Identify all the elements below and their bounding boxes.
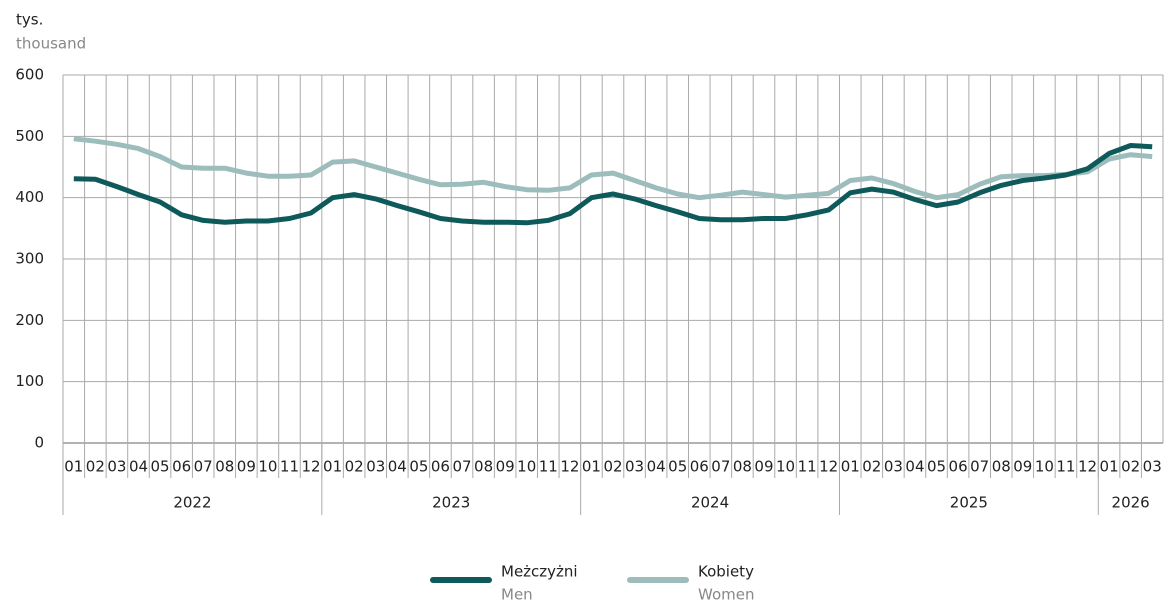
x-tick-label: 04 — [129, 458, 148, 476]
x-tick-label: 05 — [151, 458, 170, 476]
x-tick-label: 01 — [582, 458, 601, 476]
x-tick-label: 08 — [733, 458, 752, 476]
x-tick-label: 10 — [258, 458, 277, 476]
y-unit: tys. — [16, 11, 43, 29]
x-tick-label: 02 — [603, 458, 622, 476]
x-tick-label: 05 — [927, 458, 946, 476]
x-tick-label: 01 — [64, 458, 83, 476]
x-tick-label: 03 — [1143, 458, 1162, 476]
x-tick-label: 12 — [1078, 458, 1097, 476]
x-tick-label: 07 — [194, 458, 213, 476]
x-tick-label: 06 — [172, 458, 191, 476]
legend-label-en: Men — [501, 586, 533, 603]
legend-label: Meżczyżni — [501, 563, 578, 581]
x-tick-label: 06 — [431, 458, 450, 476]
year-label: 2023 — [432, 494, 470, 512]
x-tick-label: 10 — [517, 458, 536, 476]
x-tick-label: 12 — [560, 458, 579, 476]
x-tick-label: 01 — [1100, 458, 1119, 476]
x-tick-label: 05 — [668, 458, 687, 476]
year-label: 2022 — [173, 494, 211, 512]
x-tick-label: 11 — [1056, 458, 1075, 476]
x-tick-label: 03 — [107, 458, 126, 476]
y-tick-label: 300 — [15, 250, 44, 268]
legend-label: Kobiety — [698, 563, 754, 581]
x-tick-label: 09 — [496, 458, 515, 476]
x-tick-label: 04 — [647, 458, 666, 476]
year-label: 2026 — [1112, 494, 1150, 512]
series-line — [73, 136, 1153, 201]
legend-label-en: Women — [698, 586, 754, 603]
year-label: 2024 — [691, 494, 729, 512]
x-tick-label: 04 — [905, 458, 924, 476]
x-tick-label: 07 — [711, 458, 730, 476]
y-tick-label: 600 — [15, 66, 44, 84]
x-tick-label: 09 — [754, 458, 773, 476]
x-tick-label: 02 — [86, 458, 105, 476]
x-tick-label: 11 — [798, 458, 817, 476]
x-tick-label: 08 — [992, 458, 1011, 476]
series-line — [73, 143, 1153, 226]
x-tick-label: 01 — [323, 458, 342, 476]
y-tick-label: 100 — [15, 372, 44, 390]
x-tick-label: 02 — [1121, 458, 1140, 476]
y-tick-label: 0 — [34, 434, 44, 452]
year-label: 2025 — [950, 494, 988, 512]
x-tick-label: 07 — [452, 458, 471, 476]
x-tick-label: 04 — [388, 458, 407, 476]
x-tick-label: 10 — [776, 458, 795, 476]
y-tick-label: 400 — [15, 188, 44, 206]
x-tick-label: 11 — [539, 458, 558, 476]
x-tick-label: 01 — [841, 458, 860, 476]
x-tick-label: 06 — [690, 458, 709, 476]
x-tick-label: 03 — [884, 458, 903, 476]
x-tick-label: 03 — [366, 458, 385, 476]
x-tick-label: 07 — [970, 458, 989, 476]
x-tick-label: 12 — [301, 458, 320, 476]
x-tick-label: 02 — [862, 458, 881, 476]
y-tick-label: 200 — [15, 311, 44, 329]
y-unit-en: thousand — [16, 35, 86, 53]
x-tick-label: 06 — [949, 458, 968, 476]
x-tick-label: 09 — [237, 458, 256, 476]
x-tick-label: 08 — [474, 458, 493, 476]
x-tick-label: 08 — [215, 458, 234, 476]
x-tick-label: 11 — [280, 458, 299, 476]
x-tick-label: 09 — [1013, 458, 1032, 476]
y-tick-label: 500 — [15, 127, 44, 145]
x-tick-label: 05 — [409, 458, 428, 476]
x-tick-label: 12 — [819, 458, 838, 476]
x-tick-label: 03 — [625, 458, 644, 476]
x-tick-label: 10 — [1035, 458, 1054, 476]
x-tick-label: 02 — [345, 458, 364, 476]
